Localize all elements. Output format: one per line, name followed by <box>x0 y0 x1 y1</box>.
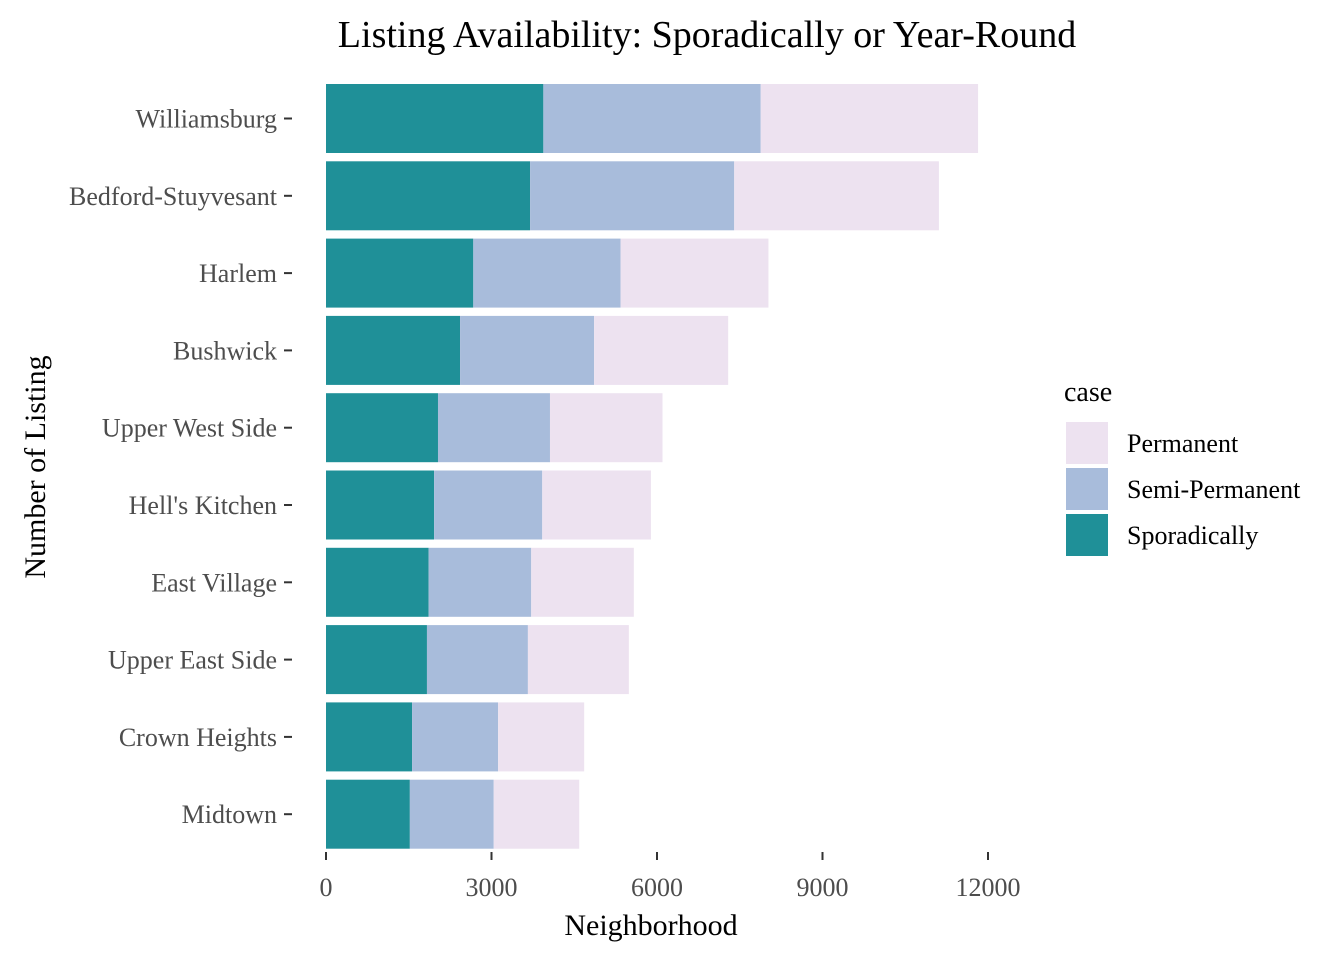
x-tick-label: 9000 <box>797 873 849 902</box>
x-axis: 0 3000 6000 9000 12000 <box>320 852 1021 902</box>
y-tick-label: Hell's Kitchen <box>129 491 277 520</box>
bar-east-village-sporadically <box>326 547 429 617</box>
x-tick-label: 12000 <box>956 873 1021 902</box>
bar-williamsburg-permanent <box>760 84 979 153</box>
bar-harlem-sporadically <box>326 238 474 308</box>
y-tick-label: Bushwick <box>173 336 277 365</box>
bar-williamsburg-sporadically <box>326 84 544 153</box>
legend-label-permanent: Permanent <box>1127 429 1239 458</box>
bar-bushwick-permanent <box>594 315 729 385</box>
bar-crown-heights-sporadically <box>326 702 413 772</box>
bar-bedford-stuyvesant-semi-permanent <box>530 161 735 231</box>
bar-midtown-permanent <box>493 779 580 849</box>
legend-label-sporadically: Sporadically <box>1127 521 1258 550</box>
y-tick-label: Midtown <box>182 800 277 829</box>
bar-crown-heights-semi-permanent <box>412 702 499 772</box>
legend-key-sporadically <box>1066 514 1108 556</box>
legend-key-permanent <box>1066 422 1108 464</box>
bar-upper-east-side-sporadically <box>326 625 427 695</box>
y-tick-label: Harlem <box>199 259 277 288</box>
legend-title: case <box>1064 377 1112 408</box>
x-axis-label: Neighborhood <box>564 909 737 942</box>
bar-williamsburg-semi-permanent <box>543 84 761 153</box>
bar-hell-s-kitchen-semi-permanent <box>434 470 543 540</box>
bar-bedford-stuyvesant-permanent <box>734 161 939 231</box>
bar-upper-west-side-permanent <box>549 393 663 463</box>
bar-midtown-semi-permanent <box>409 779 494 849</box>
bar-bushwick-semi-permanent <box>460 315 595 385</box>
bar-bedford-stuyvesant-sporadically <box>326 161 531 231</box>
bar-harlem-permanent <box>620 238 769 308</box>
y-tick-label: Williamsburg <box>136 105 277 134</box>
x-tick-label: 6000 <box>631 873 683 902</box>
y-tick-label: Upper West Side <box>102 414 277 443</box>
x-tick-label: 0 <box>320 873 333 902</box>
legend: case Permanent Semi-Permanent Sporadically <box>1064 377 1301 556</box>
bar-harlem-semi-permanent <box>473 238 621 308</box>
legend-key-semi-permanent <box>1066 468 1108 510</box>
y-tick-label: Upper East Side <box>108 646 277 675</box>
y-tick-label: Crown Heights <box>119 723 277 752</box>
plot-area <box>326 84 979 849</box>
bar-hell-s-kitchen-sporadically <box>326 470 435 540</box>
y-axis: Williamsburg Bedford-Stuyvesant Harlem Bush… <box>69 105 292 829</box>
bar-upper-east-side-permanent <box>527 625 629 695</box>
x-tick-label: 3000 <box>466 873 518 902</box>
y-tick-label: East Village <box>151 568 277 597</box>
chart-title: Listing Availability: Sporadically or Ye… <box>338 14 1076 56</box>
bar-crown-heights-permanent <box>498 702 585 772</box>
bar-east-village-permanent <box>531 547 634 617</box>
y-tick-label: Bedford-Stuyvesant <box>69 182 278 211</box>
bar-upper-west-side-semi-permanent <box>437 393 550 463</box>
bar-bushwick-sporadically <box>326 315 461 385</box>
y-axis-label: Number of Listing <box>19 355 52 578</box>
bar-midtown-sporadically <box>326 779 410 849</box>
legend-label-semi-permanent: Semi-Permanent <box>1127 475 1301 504</box>
bar-upper-west-side-sporadically <box>326 393 438 463</box>
bar-east-village-semi-permanent <box>428 547 532 617</box>
bar-upper-east-side-semi-permanent <box>426 625 528 695</box>
bar-hell-s-kitchen-permanent <box>542 470 651 540</box>
